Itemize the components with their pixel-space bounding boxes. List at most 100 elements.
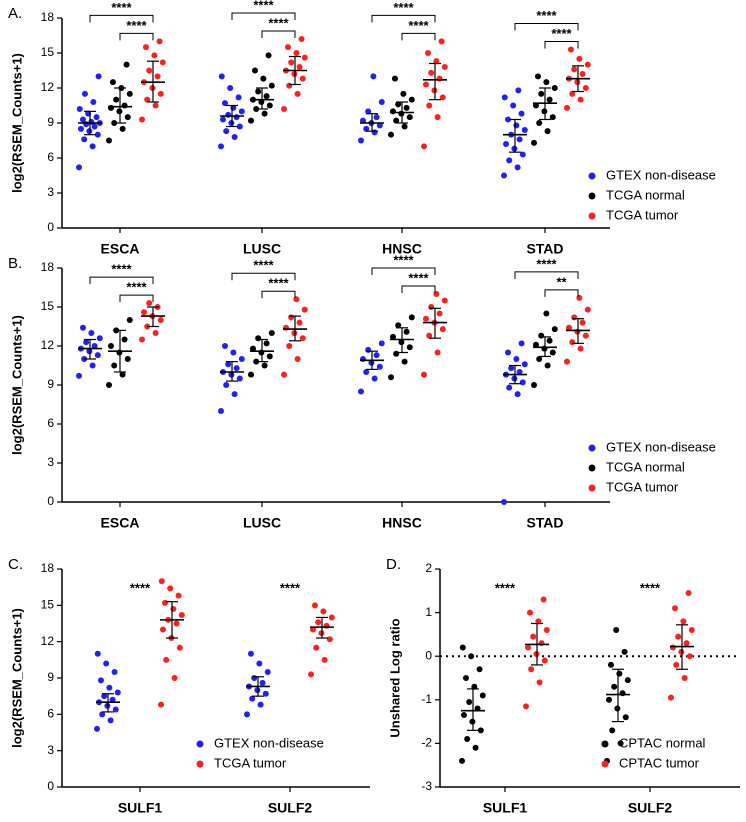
y-tick-label: 1: [425, 605, 432, 619]
significance-bracket: [544, 289, 579, 297]
data-point: [236, 123, 243, 130]
data-point: [673, 661, 680, 668]
y-axis-label: log2(RSEM_Counts+1): [9, 608, 24, 748]
data-point: [255, 88, 262, 95]
data-point: [97, 677, 104, 684]
data-point: [139, 336, 145, 343]
data-point: [281, 371, 287, 378]
data-point: [516, 369, 523, 375]
data-point: [532, 341, 539, 348]
data-point: [472, 744, 479, 751]
data-point: [178, 612, 185, 619]
data-point: [154, 73, 161, 80]
data-point: [176, 644, 183, 651]
significance: ****: [268, 15, 289, 30]
data-point: [526, 609, 533, 616]
x-tick-label: SULF1: [483, 800, 528, 816]
legend-label: GTEX non-disease: [606, 167, 716, 182]
data-point: [422, 315, 429, 322]
data-point: [365, 346, 372, 353]
data-point: [311, 602, 318, 609]
y-tick-label: 9: [47, 115, 54, 129]
data-point: [265, 52, 272, 59]
data-point: [459, 644, 466, 651]
data-point: [424, 50, 431, 56]
data-point: [368, 359, 375, 366]
data-point: [94, 725, 100, 732]
data-point: [114, 689, 121, 696]
data-point: [139, 116, 145, 123]
legend-label: CPTAC tumor: [619, 755, 700, 770]
data-point: [543, 79, 550, 86]
data-point: [569, 90, 576, 97]
data-point: [391, 75, 398, 82]
data-point: [112, 706, 119, 713]
legend-marker: [588, 484, 596, 492]
y-tick-label: 6: [47, 150, 54, 164]
data-point: [109, 79, 116, 86]
data-point: [261, 362, 268, 369]
data-point: [436, 310, 443, 317]
legend-label: TCGA tumor: [606, 479, 679, 494]
x-tick-label: LUSC: [243, 515, 281, 531]
significance: ****: [253, 258, 274, 273]
data-point: [513, 356, 520, 362]
legend-label: TCGA normal: [606, 187, 685, 202]
legend-label: GTEX non-disease: [214, 735, 324, 750]
data-point: [571, 314, 578, 321]
data-point: [565, 324, 572, 331]
data-point: [401, 358, 408, 365]
data-point: [228, 120, 235, 126]
data-point: [175, 592, 182, 599]
y-tick-label: 6: [47, 416, 54, 430]
legend-label: CPTAC normal: [619, 735, 706, 750]
y-tick-label: -2: [421, 736, 432, 750]
data-point: [371, 375, 378, 382]
data-point: [523, 703, 529, 710]
significance: ****: [111, 262, 132, 277]
significance: **: [556, 274, 567, 289]
significance: ****: [536, 256, 557, 271]
data-point: [400, 90, 407, 97]
data-point: [511, 145, 518, 152]
y-tick-label: 0: [47, 779, 54, 793]
data-point: [395, 101, 402, 108]
data-point: [398, 110, 405, 117]
y-axis-label: log2(RSEM_Counts+1): [9, 315, 24, 455]
significance-bracket: [89, 276, 154, 285]
data-point: [502, 141, 509, 147]
data-point: [281, 106, 287, 112]
data-point: [388, 374, 394, 381]
data-point: [140, 309, 147, 316]
data-point: [524, 644, 531, 651]
significance: ****: [126, 18, 147, 33]
data-point: [668, 694, 674, 701]
data-point: [248, 117, 254, 124]
x-tick-label: ESCA: [101, 515, 140, 531]
data-point: [266, 102, 273, 109]
data-point: [238, 108, 245, 115]
data-point: [91, 123, 98, 130]
data-point: [536, 679, 543, 686]
data-point: [521, 361, 528, 368]
data-point: [613, 627, 620, 634]
data-point: [158, 701, 164, 708]
data-point: [436, 75, 443, 82]
data-point: [149, 85, 156, 91]
data-point: [393, 117, 400, 124]
data-point: [151, 52, 158, 59]
y-tick-label: 3: [47, 185, 54, 199]
data-point: [439, 326, 446, 333]
data-point: [109, 696, 116, 703]
data-point: [543, 627, 550, 634]
data-point: [576, 294, 583, 301]
y-tick-label: 15: [41, 45, 55, 59]
data-point: [393, 350, 400, 357]
significance-bracket: [261, 30, 296, 38]
legend-marker: [588, 192, 596, 200]
data-point: [358, 388, 364, 395]
legend-marker: [588, 444, 596, 452]
data-point: [460, 712, 467, 719]
